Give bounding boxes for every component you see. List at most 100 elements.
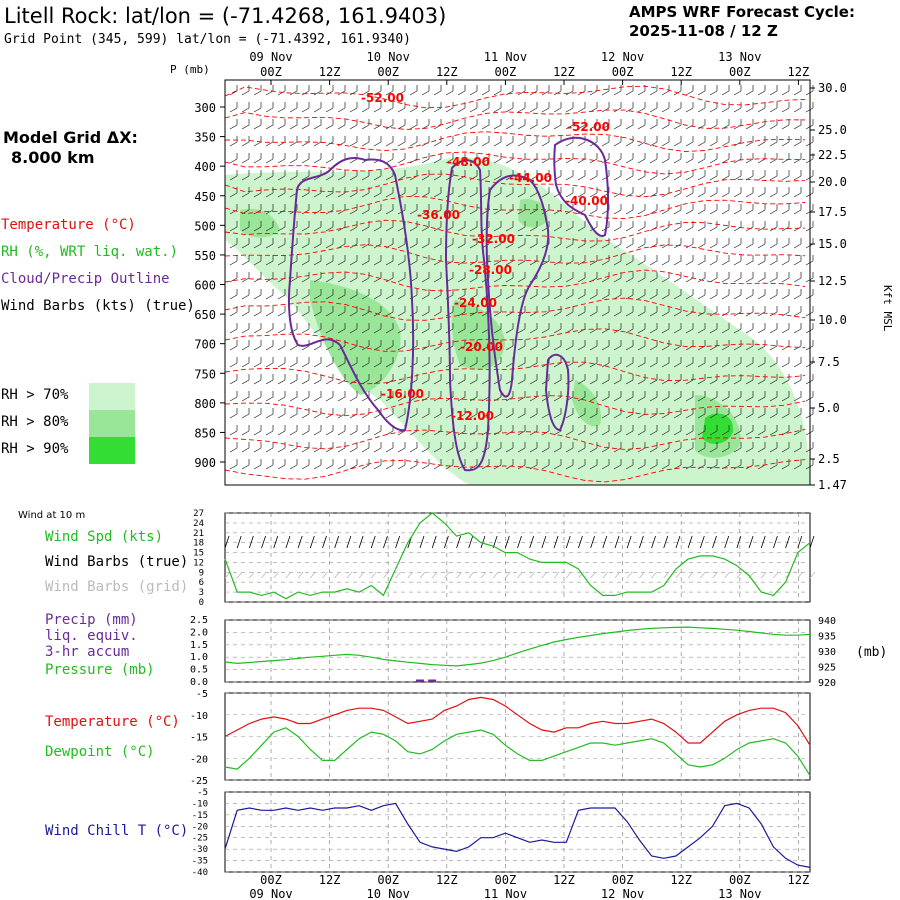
wind-barb bbox=[589, 124, 598, 130]
wind-barb bbox=[781, 226, 790, 232]
wind-barb bbox=[673, 107, 682, 113]
wind-barb bbox=[241, 260, 250, 266]
surface-wind-barb bbox=[443, 535, 449, 549]
wind-barb bbox=[313, 226, 322, 232]
wind-barb bbox=[709, 209, 718, 215]
wind-barb bbox=[409, 243, 418, 249]
wind-barb bbox=[589, 379, 598, 385]
wind-barb bbox=[625, 141, 634, 147]
wind-barb bbox=[613, 124, 622, 130]
wind-barb bbox=[793, 277, 802, 283]
wind-barb bbox=[337, 192, 346, 198]
precip-tick-label: 2.5 bbox=[190, 615, 208, 626]
wind-barb bbox=[229, 430, 238, 436]
wind-barb bbox=[721, 192, 730, 198]
surface-wind-barb bbox=[346, 535, 352, 549]
wind-barb bbox=[229, 243, 238, 249]
rh-level-90-label: RH > 90% bbox=[1, 441, 69, 457]
wind-barb bbox=[649, 379, 658, 385]
wind-barb bbox=[325, 447, 334, 453]
surface-wind-barb bbox=[748, 535, 754, 549]
wind-barb bbox=[253, 447, 262, 453]
wind-barb bbox=[733, 260, 742, 266]
wind-barb bbox=[265, 277, 274, 283]
wind-barb bbox=[757, 90, 766, 96]
surface-wind-barb bbox=[468, 535, 474, 549]
pressure-tick-label: 900 bbox=[194, 456, 216, 470]
wind-barb bbox=[541, 141, 550, 147]
wind-barb bbox=[529, 175, 538, 181]
pressure-tick-label: 650 bbox=[194, 308, 216, 322]
wind-barb bbox=[721, 430, 730, 436]
wind-barb bbox=[637, 141, 646, 147]
wind-barb bbox=[445, 192, 454, 198]
wind-barb bbox=[733, 413, 742, 419]
wind-barb bbox=[793, 328, 802, 334]
wind-barb bbox=[721, 294, 730, 300]
bottom-date-label: 10 Nov bbox=[367, 887, 410, 900]
wind-barb bbox=[517, 328, 526, 334]
wind-barb bbox=[757, 294, 766, 300]
wind-barb bbox=[517, 124, 526, 130]
wind-barb bbox=[301, 90, 310, 96]
pressure-right-tick-label: 940 bbox=[818, 616, 836, 627]
wind-barb bbox=[613, 447, 622, 453]
wind-barb bbox=[589, 192, 598, 198]
temperature-label: -16.00 bbox=[381, 387, 424, 401]
wind-barb bbox=[565, 158, 574, 164]
wind-barb bbox=[745, 362, 754, 368]
legend-wind-barbs-true: Wind Barbs (true) bbox=[45, 554, 189, 570]
wind-barb bbox=[457, 413, 466, 419]
wind-barb bbox=[229, 175, 238, 181]
temperature-contour bbox=[224, 428, 806, 450]
wind-barb bbox=[361, 413, 370, 419]
wind-barb bbox=[325, 260, 334, 266]
wind-barb bbox=[709, 311, 718, 317]
top-hour-label: 12Z bbox=[670, 65, 692, 79]
wind-barb bbox=[313, 413, 322, 419]
grid-wind-barb bbox=[663, 571, 670, 579]
wind-barb bbox=[265, 243, 274, 249]
wind-barb bbox=[325, 345, 334, 351]
temperature-contour bbox=[224, 328, 806, 352]
wind-barb bbox=[277, 226, 286, 232]
wind-barb bbox=[673, 430, 682, 436]
wind-barb bbox=[493, 175, 502, 181]
grid-wind-barb bbox=[346, 571, 353, 579]
wind-barb bbox=[505, 226, 514, 232]
wind-barb bbox=[361, 430, 370, 436]
wind-barb bbox=[685, 192, 694, 198]
wind-barb bbox=[673, 294, 682, 300]
bottom-date-label: 11 Nov bbox=[484, 887, 527, 900]
wind-speed-tick-label: 15 bbox=[193, 549, 204, 559]
wind-barb bbox=[301, 124, 310, 130]
wind-barb bbox=[781, 209, 790, 215]
wind-barb bbox=[505, 447, 514, 453]
wind-barb bbox=[601, 311, 610, 317]
pressure-tick-label: 800 bbox=[194, 397, 216, 411]
wind-barb bbox=[421, 90, 430, 96]
wind-barb bbox=[517, 192, 526, 198]
wind-barb bbox=[577, 277, 586, 283]
wind-barb bbox=[589, 311, 598, 317]
wind-barb bbox=[793, 379, 802, 385]
wind-barb bbox=[685, 328, 694, 334]
wind-barb bbox=[385, 464, 394, 470]
wind-barb bbox=[229, 379, 238, 385]
wind-barb bbox=[553, 124, 562, 130]
wind-barb bbox=[457, 226, 466, 232]
wind-barb bbox=[493, 413, 502, 419]
grid-wind-barb bbox=[700, 571, 706, 579]
wind-barb bbox=[241, 277, 250, 283]
wind-barb bbox=[253, 413, 262, 419]
wind-barb bbox=[589, 328, 598, 334]
wind-barb bbox=[637, 379, 646, 385]
wind-speed-tick-label: 9 bbox=[199, 568, 204, 578]
wind-barb bbox=[457, 124, 466, 130]
top-hour-label: 00Z bbox=[612, 65, 634, 79]
wind-barb bbox=[445, 107, 454, 113]
bottom-date-label: 12 Nov bbox=[601, 887, 644, 900]
temperature-contour bbox=[224, 151, 805, 175]
wind-barb bbox=[301, 328, 310, 334]
temperature-label: -48.00 bbox=[447, 155, 490, 169]
